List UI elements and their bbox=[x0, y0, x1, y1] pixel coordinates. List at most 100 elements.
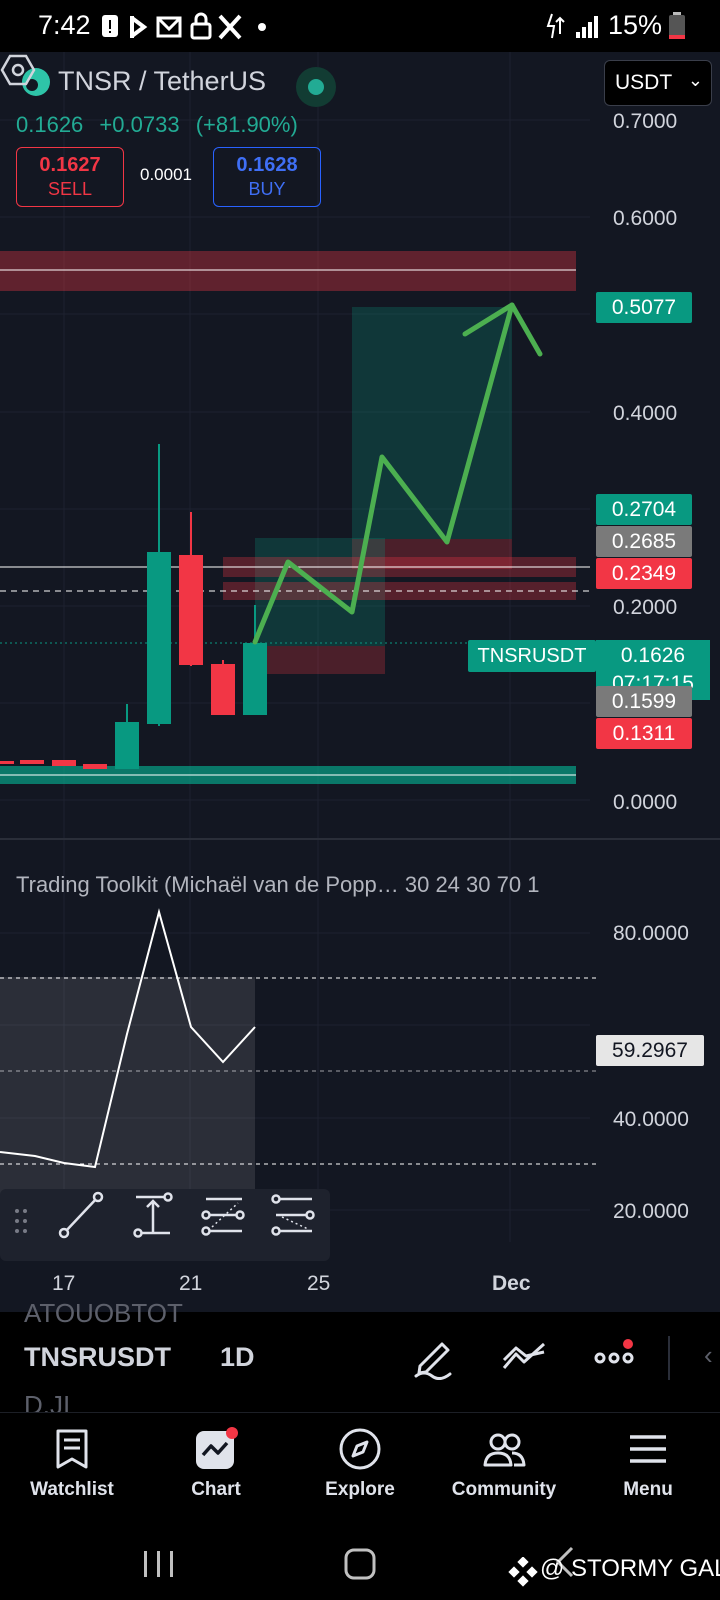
recent-apps-icon[interactable] bbox=[142, 1549, 176, 1579]
buy-price: 0.1628 bbox=[236, 154, 298, 176]
position-risk-zone-2[interactable] bbox=[352, 539, 512, 569]
candle bbox=[243, 643, 267, 715]
indicator-line[interactable] bbox=[0, 908, 256, 1169]
ghost-symbol-above: ATOUOBTOT bbox=[24, 1298, 183, 1328]
drawing-toolbar[interactable] bbox=[0, 1189, 330, 1261]
price-change: +0.0733 bbox=[99, 112, 180, 137]
currency-value: USDT bbox=[615, 71, 673, 94]
battery-percent: 15% bbox=[607, 10, 662, 40]
compass-icon bbox=[339, 1428, 381, 1470]
indicators-icon[interactable] bbox=[500, 1332, 548, 1380]
watchlist-icon bbox=[56, 1429, 88, 1469]
position-profit-zone-2[interactable] bbox=[352, 307, 512, 539]
trend-line-icon[interactable] bbox=[56, 1189, 106, 1241]
indicator-shade bbox=[0, 977, 255, 1217]
projection-path[interactable] bbox=[252, 302, 515, 645]
symbol-selector[interactable]: TNSRUSDT bbox=[24, 1342, 171, 1372]
target-price-tag[interactable]: 0.5077 bbox=[596, 292, 692, 323]
current-price-value: 0.1626 bbox=[620, 644, 686, 667]
toolbar-divider bbox=[668, 1336, 670, 1380]
indicator-value-tag: 59.2967 bbox=[596, 1035, 704, 1066]
nav-menu[interactable]: Menu bbox=[576, 1413, 720, 1528]
position-risk-zone-1[interactable] bbox=[262, 646, 385, 674]
nav-explore[interactable]: Explore bbox=[288, 1413, 432, 1528]
nav-chart[interactable]: Chart bbox=[144, 1413, 288, 1528]
chart-area[interactable]: TNSR / TetherUS 0.1626 +0.0733 (+81.90%)… bbox=[0, 52, 720, 1312]
indicator-axis-label: 80.0000 bbox=[613, 922, 689, 945]
spread-value: 0.0001 bbox=[140, 165, 192, 184]
chart-icon bbox=[196, 1427, 238, 1469]
price-range-icon[interactable] bbox=[128, 1189, 178, 1241]
home-icon[interactable] bbox=[344, 1548, 376, 1580]
price-tag[interactable]: 0.1311 bbox=[596, 718, 692, 749]
pencil-icon[interactable] bbox=[410, 1332, 458, 1380]
candle bbox=[20, 760, 44, 764]
chevron-left-icon[interactable]: ‹ bbox=[704, 1340, 713, 1370]
candle bbox=[52, 760, 76, 766]
system-navigation-bar: @ STORMY GAL bbox=[0, 1527, 720, 1600]
candle bbox=[83, 764, 107, 769]
indicator-title[interactable]: Trading Toolkit (Michaël van de Popp… 30… bbox=[16, 872, 540, 897]
nav-label: Explore bbox=[325, 1479, 395, 1500]
indicator-axis-label: 20.0000 bbox=[613, 1200, 689, 1223]
resistance-zone[interactable] bbox=[0, 251, 576, 291]
nav-label: Community bbox=[451, 1479, 557, 1500]
candle bbox=[211, 664, 235, 715]
parallel-channel-icon[interactable] bbox=[198, 1189, 248, 1241]
price-tag[interactable]: 0.1599 bbox=[596, 686, 692, 717]
watermark-logo-icon bbox=[508, 1557, 538, 1587]
back-icon[interactable] bbox=[552, 1546, 576, 1578]
projection-arrowhead bbox=[462, 302, 543, 357]
more-options-icon[interactable] bbox=[590, 1332, 638, 1380]
last-price: 0.1626 bbox=[16, 112, 84, 137]
status-time: 7:42 bbox=[38, 10, 91, 40]
sell-price: 0.1627 bbox=[39, 154, 101, 176]
price-tag[interactable]: 0.2685 bbox=[596, 526, 692, 557]
battery-icon bbox=[669, 12, 685, 39]
nav-community[interactable]: Community bbox=[432, 1413, 576, 1528]
ghost-symbol-below: D.JI bbox=[24, 1390, 71, 1412]
watermark-text: @ STORMY GAL bbox=[540, 1555, 720, 1582]
signal-icons bbox=[546, 13, 598, 39]
interval-selector[interactable]: 1D bbox=[220, 1342, 255, 1372]
candle bbox=[115, 722, 139, 769]
currency-select[interactable]: USDT ⌄ bbox=[604, 60, 712, 106]
market-open-icon[interactable] bbox=[296, 67, 336, 107]
price-change-line: 0.1626 +0.0733 (+81.90%) bbox=[16, 112, 308, 138]
symbol-price-label: TNSRUSDT bbox=[468, 640, 596, 672]
nav-label: Watchlist bbox=[30, 1479, 114, 1500]
symbol-bar: ATOUOBTOT TNSRUSDT 1D D.JI ‹ bbox=[0, 1298, 720, 1412]
sell-label: SELL bbox=[47, 179, 93, 199]
menu-icon bbox=[630, 1435, 666, 1463]
price-axis-label: 0.2000 bbox=[613, 596, 678, 619]
price-axis-label: 0.4000 bbox=[613, 402, 678, 425]
buy-label: BUY bbox=[248, 179, 286, 199]
chevron-down-icon: ⌄ bbox=[687, 70, 703, 90]
indicator-axis-label: 40.0000 bbox=[613, 1108, 689, 1131]
notification-icons bbox=[102, 12, 266, 40]
drag-handle-icon[interactable] bbox=[12, 1205, 32, 1245]
candle bbox=[179, 555, 203, 665]
sell-button[interactable]: 0.1627 SELL bbox=[16, 147, 124, 207]
candle bbox=[147, 552, 171, 724]
price-change-pct: (+81.90%) bbox=[195, 112, 298, 137]
buy-button[interactable]: 0.1628 BUY bbox=[213, 147, 321, 207]
candles[interactable] bbox=[0, 444, 267, 769]
status-bar: 7:42 15% bbox=[0, 0, 720, 52]
community-icon bbox=[483, 1433, 526, 1467]
price-tag[interactable]: 0.2349 bbox=[596, 558, 692, 589]
price-tag[interactable]: 0.2704 bbox=[596, 494, 692, 525]
nav-label: Menu bbox=[623, 1479, 673, 1500]
price-axis-label: 0.6000 bbox=[613, 207, 678, 230]
nav-label: Chart bbox=[191, 1479, 241, 1500]
fib-retracement-icon[interactable] bbox=[268, 1189, 318, 1241]
bottom-navigation: Watchlist Chart Explore Community Me bbox=[0, 1412, 720, 1528]
time-axis-label: 21 bbox=[179, 1272, 203, 1295]
time-axis-label: Dec bbox=[492, 1272, 531, 1295]
symbol-title[interactable]: TNSR / TetherUS bbox=[58, 66, 267, 96]
price-chart[interactable] bbox=[0, 52, 720, 1312]
candle bbox=[0, 761, 14, 764]
time-axis-label: 17 bbox=[52, 1272, 76, 1295]
nav-watchlist[interactable]: Watchlist bbox=[0, 1413, 144, 1528]
chart-settings-icon[interactable] bbox=[0, 52, 36, 88]
